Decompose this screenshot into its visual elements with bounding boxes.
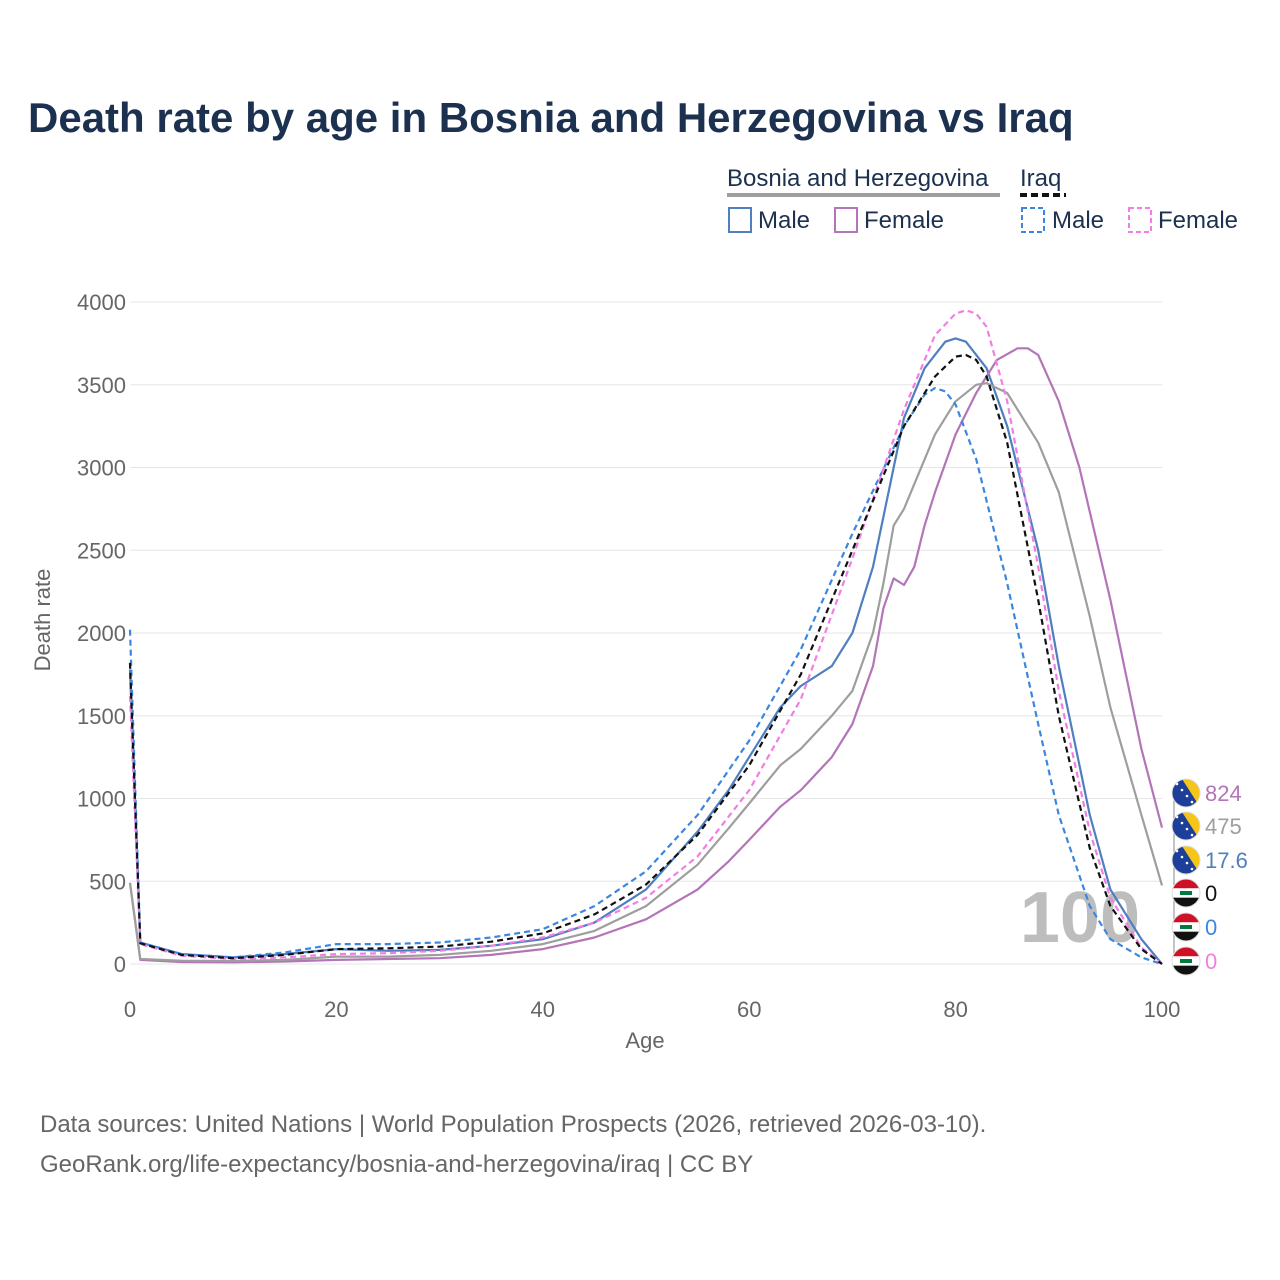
y-tick-label: 3500 xyxy=(77,373,126,398)
legend-bih-female-label: Female xyxy=(864,207,944,234)
y-tick-label: 500 xyxy=(89,869,126,894)
end-value-label: 17.6 xyxy=(1205,848,1248,873)
y-tick-label: 2500 xyxy=(77,538,126,563)
x-tick-label: 80 xyxy=(943,997,967,1022)
series-line[interactable] xyxy=(128,382,1164,963)
y-tick-label: 3000 xyxy=(77,456,126,481)
flag-bosnia-icon xyxy=(1171,811,1201,841)
legend-iraq-female-swatch[interactable] xyxy=(1128,207,1152,233)
flag-bosnia-icon xyxy=(1171,778,1201,808)
y-tick-label: 2000 xyxy=(77,621,126,646)
chart-title: Death rate by age in Bosnia and Herzegov… xyxy=(28,94,1074,141)
legend-bih-male-label: Male xyxy=(758,207,810,234)
legend-group-iraq: Iraq xyxy=(1020,165,1061,192)
x-axis-label: Age xyxy=(625,1028,664,1053)
x-tick-label: 40 xyxy=(531,997,555,1022)
series-line[interactable] xyxy=(128,309,1163,965)
x-tick-label: 100 xyxy=(1144,997,1181,1022)
legend-iraq-male-swatch[interactable] xyxy=(1021,207,1045,233)
source-line-2[interactable]: GeoRank.org/life-expectancy/bosnia-and-h… xyxy=(40,1151,753,1178)
end-value-label: 475 xyxy=(1205,814,1242,839)
end-labels: 824 475 17.6 0 0 0 xyxy=(1171,778,1248,976)
legend-iraq-male-label: Male xyxy=(1052,207,1104,234)
flag-iraq-icon xyxy=(1171,912,1201,942)
end-value-label: 0 xyxy=(1205,949,1217,974)
legend-iraq-female-label: Female xyxy=(1158,207,1238,234)
series-line[interactable] xyxy=(128,337,1163,965)
end-value-label: 0 xyxy=(1205,881,1217,906)
legend-group-bih: Bosnia and Herzegovina xyxy=(727,165,989,192)
end-value-label: 824 xyxy=(1205,781,1242,806)
grid xyxy=(130,301,1162,965)
legend: Bosnia and Herzegovina Iraq Male Female … xyxy=(727,165,1238,234)
y-tick-label: 1000 xyxy=(77,787,126,812)
end-value-label: 0 xyxy=(1205,915,1217,940)
legend-bih-female-swatch[interactable] xyxy=(834,207,858,233)
series-line[interactable] xyxy=(128,353,1163,965)
y-tick-label: 4000 xyxy=(77,290,126,315)
flag-iraq-icon xyxy=(1171,878,1201,908)
x-tick-label: 60 xyxy=(737,997,761,1022)
y-tick-label: 0 xyxy=(114,952,126,977)
legend-bih-male-swatch[interactable] xyxy=(728,207,752,233)
y-axis-ticks: 0 500 1000 1500 2000 2500 3000 3500 4000 xyxy=(77,290,126,977)
x-tick-label: 20 xyxy=(324,997,348,1022)
x-axis-ticks: 0 20 40 60 80 100 xyxy=(124,997,1180,1022)
series-line[interactable] xyxy=(128,387,1163,966)
y-axis-label: Death rate xyxy=(30,569,55,672)
x-tick-label: 0 xyxy=(124,997,136,1022)
flag-bosnia-icon xyxy=(1171,845,1201,875)
source-line-1: Data sources: United Nations | World Pop… xyxy=(40,1111,986,1138)
series-layer xyxy=(128,309,1164,966)
y-tick-label: 1500 xyxy=(77,704,126,729)
flag-iraq-icon xyxy=(1171,946,1201,976)
series-line[interactable] xyxy=(128,347,1164,964)
